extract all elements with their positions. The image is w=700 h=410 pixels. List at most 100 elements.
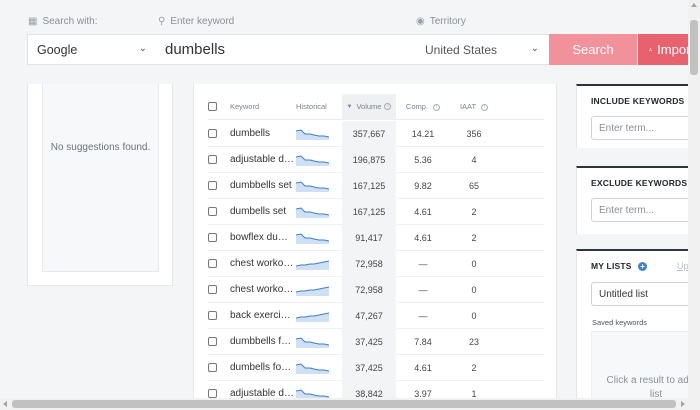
table-row[interactable]: chest workout dumbbells 72,958 — 0 <box>208 276 544 303</box>
row-checkbox[interactable] <box>208 389 224 398</box>
empty-list-hint: Click a result to add to list <box>606 375 700 400</box>
keyword-cell[interactable]: chest workout dumbbells <box>230 284 294 295</box>
vertical-scrollbar[interactable] <box>688 0 700 398</box>
upload-icon <box>649 47 653 51</box>
historical-sparkline <box>294 153 342 166</box>
historical-sparkline <box>294 205 342 218</box>
keyword-cell[interactable]: chest workout with dumbbells <box>230 258 294 269</box>
table-row[interactable]: bowflex dumbbells 91,417 4.61 2 <box>208 224 544 251</box>
search-engine-label: ▦ Search with: <box>28 16 98 27</box>
sort-desc-icon: ▼ <box>346 103 353 110</box>
iaat-cell: 65 <box>468 180 479 191</box>
table-row[interactable]: adjustable dumbbells 196,875 5.36 4 <box>208 146 544 173</box>
iaat-cell: 356 <box>466 128 482 139</box>
table-row[interactable]: chest workout with dumbbells 72,958 — 0 <box>208 250 544 277</box>
add-list-icon[interactable]: + <box>638 262 648 272</box>
scroll-right-icon[interactable] <box>681 401 685 407</box>
search-icon: ⚲ <box>158 16 166 27</box>
table-row[interactable]: dumbells 357,667 14.21 356 <box>208 120 544 147</box>
calendar-icon: ▦ <box>28 16 38 27</box>
scroll-up-icon[interactable] <box>691 3 697 7</box>
table-header: Keyword Historical ▼ Volume i Comp. i IA… <box>208 93 544 120</box>
keyword-cell[interactable]: dumbells set <box>230 206 287 217</box>
exclude-keywords-title: EXCLUDE KEYWORDS <box>591 178 688 188</box>
exclude-term-input[interactable]: Enter term... <box>591 198 700 222</box>
keyword-cell[interactable]: bowflex dumbbells <box>230 232 294 243</box>
table-row[interactable]: back exercises with dumbbells 47,267 — 0 <box>208 302 544 329</box>
keyword-cell[interactable]: back exercises with dumbbells <box>230 310 294 321</box>
saved-keywords-area: Click a result to add to list <box>591 331 700 410</box>
iaat-cell: 23 <box>468 336 479 347</box>
comp-cell: 14.21 <box>411 128 435 139</box>
horizontal-scrollbar[interactable] <box>0 398 700 410</box>
historical-sparkline <box>294 335 342 348</box>
column-iaat[interactable]: IAAT i <box>450 102 498 111</box>
no-suggestions-text: No suggestions found. <box>50 142 151 153</box>
search-engine-select[interactable]: Google ⌄ <box>27 34 158 65</box>
keyword-cell[interactable]: adjustable dumbbells <box>230 154 294 165</box>
table-row[interactable]: dumbells set 167,125 4.61 2 <box>208 198 544 225</box>
historical-sparkline <box>294 283 342 296</box>
row-checkbox[interactable] <box>208 181 224 190</box>
info-icon: i <box>481 103 489 111</box>
select-all-checkbox[interactable] <box>208 102 224 111</box>
comp-cell: — <box>418 310 428 321</box>
volume-cell: 72,958 <box>342 250 396 277</box>
suggestions-list: No suggestions found. <box>42 84 159 272</box>
historical-sparkline <box>294 179 342 192</box>
iaat-cell: 2 <box>471 206 477 217</box>
column-historical: Historical <box>296 102 327 111</box>
keyword-cell[interactable]: dumbbells set <box>230 180 292 191</box>
historical-sparkline <box>294 127 342 140</box>
row-checkbox[interactable] <box>208 259 224 268</box>
row-checkbox[interactable] <box>208 337 224 346</box>
iaat-cell: 0 <box>471 284 477 295</box>
iaat-cell: 0 <box>471 310 477 321</box>
keyword-label: ⚲ Enter keyword <box>158 16 235 27</box>
comp-cell: 7.84 <box>414 336 432 347</box>
info-icon: i <box>384 103 392 110</box>
column-keyword[interactable]: Keyword <box>230 102 260 111</box>
search-bar: ▦ Search with: ⚲ Enter keyword ◉ Territo… <box>0 0 700 84</box>
row-checkbox[interactable] <box>208 155 224 164</box>
vertical-scroll-thumb[interactable] <box>690 20 698 75</box>
search-button[interactable]: Search <box>549 34 637 65</box>
volume-cell: 47,267 <box>342 302 396 329</box>
comp-cell: — <box>418 258 428 269</box>
keyword-cell[interactable]: dumbells for sale <box>230 362 294 373</box>
comp-cell: 3.97 <box>414 388 432 399</box>
volume-cell: 37,425 <box>342 354 396 381</box>
import-button[interactable]: Import <box>638 34 694 65</box>
volume-cell: 91,417 <box>342 224 396 251</box>
row-checkbox[interactable] <box>208 207 224 216</box>
column-volume[interactable]: ▼ Volume i <box>342 93 396 120</box>
list-select[interactable]: Untitled list <box>591 282 700 306</box>
include-term-input[interactable]: Enter term... <box>591 116 700 140</box>
territory-label: ◉ Territory <box>416 16 466 27</box>
table-row[interactable]: dumbbells set 167,125 9.82 65 <box>208 172 544 199</box>
iaat-cell: 0 <box>471 258 477 269</box>
row-checkbox[interactable] <box>208 233 224 242</box>
volume-cell: 72,958 <box>342 276 396 303</box>
table-row[interactable]: dumbells for sale 37,425 4.61 2 <box>208 354 544 381</box>
scroll-left-icon[interactable] <box>3 401 7 407</box>
table-row[interactable]: dumbbells for sale 37,425 7.84 23 <box>208 328 544 355</box>
row-checkbox[interactable] <box>208 311 224 320</box>
row-checkbox[interactable] <box>208 285 224 294</box>
keyword-cell[interactable]: dumbbells for sale <box>230 336 294 347</box>
historical-sparkline <box>294 387 342 400</box>
row-checkbox[interactable] <box>208 129 224 138</box>
comp-cell: 5.36 <box>414 154 432 165</box>
volume-cell: 196,875 <box>342 146 396 173</box>
territory-select[interactable]: United States ⌄ <box>416 34 550 65</box>
historical-sparkline <box>294 257 342 270</box>
keyword-input[interactable]: dumbells <box>157 34 417 65</box>
column-comp[interactable]: Comp. i <box>396 102 450 111</box>
horizontal-scroll-thumb[interactable] <box>12 400 676 408</box>
saved-keywords-label: Saved keywords <box>592 318 648 327</box>
keyword-cell[interactable]: dumbells <box>230 128 271 139</box>
row-checkbox[interactable] <box>208 363 224 372</box>
my-lists-title: MY LISTS + <box>591 261 648 272</box>
iaat-cell: 4 <box>471 154 477 165</box>
iaat-cell: 1 <box>471 388 477 399</box>
